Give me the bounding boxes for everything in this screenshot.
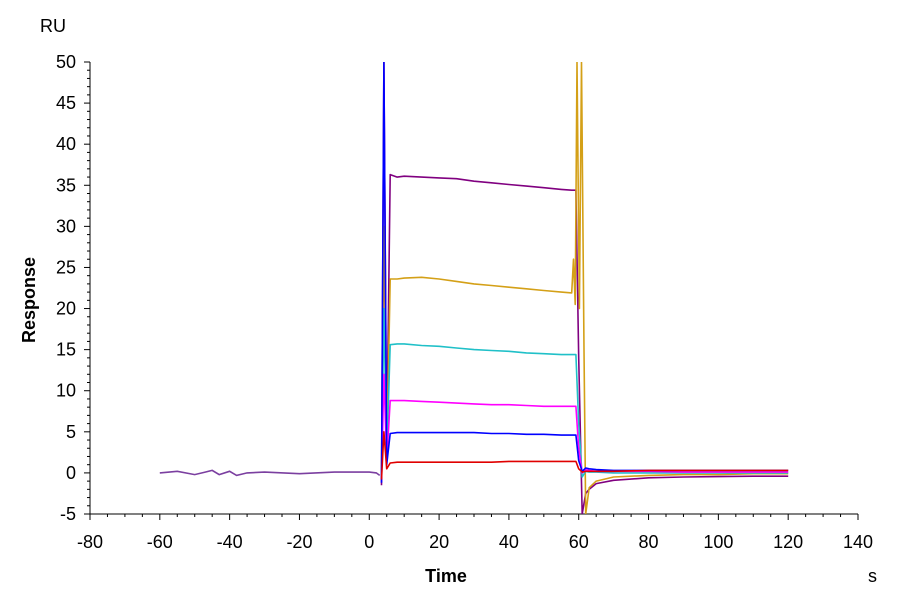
x-tick-label: 100 (703, 532, 733, 552)
y-tick-label: 40 (56, 134, 76, 154)
y-tick-label: 25 (56, 257, 76, 277)
axes: -5 0 5 10 15 20 25 30 35 40 45 50 -80 -60 -40 -20 0 20 40 6… (56, 52, 873, 552)
baseline-line (159, 469, 381, 477)
x-tick-label: 120 (773, 532, 803, 552)
y-tick-label: 50 (56, 52, 76, 72)
y-tick-label: 5 (66, 422, 76, 442)
x-tick-label: -40 (217, 532, 243, 552)
y-axis-title: Response (19, 257, 39, 343)
x-axis-title: Time (425, 566, 467, 586)
series-line-3 (380, 307, 789, 482)
y-tick-label: 0 (66, 463, 76, 483)
x-tick-label: 0 (364, 532, 374, 552)
y-tick-label: 30 (56, 216, 76, 236)
x-tick-label: -20 (286, 532, 312, 552)
y-tick-label: 10 (56, 381, 76, 401)
x-tick-label: -80 (77, 532, 103, 552)
y-tick-label: 35 (56, 175, 76, 195)
x-unit-label: s (868, 566, 877, 586)
y-tick-label: 20 (56, 299, 76, 319)
y-tick-label: -5 (60, 504, 76, 524)
x-tick-label: 40 (499, 532, 519, 552)
series-line-2 (380, 62, 789, 514)
y-tick-label: 45 (56, 93, 76, 113)
series-line-1 (380, 62, 789, 514)
series-line-6 (380, 431, 789, 480)
x-tick-label: -60 (147, 532, 173, 552)
series-layer (159, 62, 789, 514)
x-tick-label: 80 (639, 532, 659, 552)
x-tick-label: 20 (429, 532, 449, 552)
x-tick-label: 60 (569, 532, 589, 552)
y-unit-label: RU (40, 16, 66, 36)
y-tick-label: 15 (56, 340, 76, 360)
x-tick-label: 140 (843, 532, 873, 552)
